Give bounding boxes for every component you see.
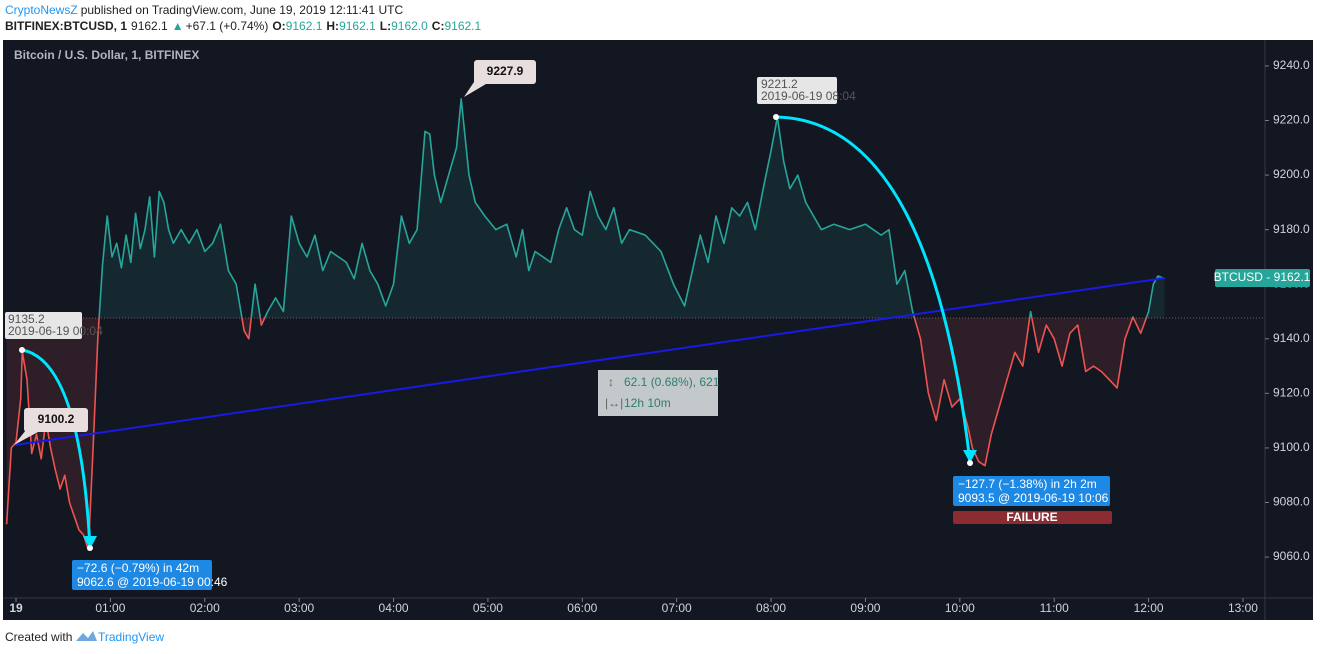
point-dot [967,460,973,466]
up-arrow: ▲ [172,19,184,33]
x-tick-label: 02:00 [190,601,220,615]
change: +67.1 (+0.74%) [186,19,269,33]
range-text: 62.1 (0.68%), 621 [624,375,720,389]
l-label: L: [380,19,391,33]
callout-text: 9100.2 [38,412,75,426]
measure-detail: 9062.6 @ 2019-06-19 00:46 [77,575,228,589]
failure-text: FAILURE [1006,510,1057,524]
symbol: BITFINEX:BTCUSD, 1 [5,19,127,33]
span-icon: |↔| [605,396,623,410]
span-text: 12h 10m [624,396,671,410]
y-tick-label: 9120.0 [1273,386,1310,400]
measure-text: −72.6 (−0.79%) in 42m [77,561,199,575]
price-label-text: BTCUSD - 9162.1 [1214,270,1311,284]
tv-logo [76,631,97,641]
failure-badge [953,511,1112,524]
header-line-2: BITFINEX:BTCUSD, 1 9162.1 ▲ +67.1 (+0.74%) O… [5,19,481,33]
x-tick-label: 04:00 [379,601,409,615]
x-tick-label: 12:00 [1134,601,1164,615]
measure-detail: 9093.5 @ 2019-06-19 10:06 [958,491,1109,505]
y-tick-label: 9180.0 [1273,222,1310,236]
x-tick-label: 19 [9,601,23,615]
measure-box [953,476,1110,506]
price-note-date: 2019-06-19 00:04 [8,324,103,338]
y-tick-label: 9240.0 [1273,58,1310,72]
callout-pointer [14,430,38,445]
callout [24,408,88,432]
x-tick-label: 03:00 [284,601,314,615]
h-value: 9162.1 [339,19,376,33]
price-note-value: 9221.2 [761,77,798,91]
chart-title: Bitcoin / U.S. Dollar, 1, BITFINEX [14,48,199,62]
header-line-1: CryptoNewsZ published on TradingView.com,… [5,3,403,17]
l-value: 9162.0 [391,19,428,33]
callout [474,60,536,84]
drawings: 9227.9 9100.2 9135.2 2019-06-19 00:04 92… [5,60,1311,590]
y-tick-label: 9060.0 [1273,549,1310,563]
arrow-head [83,536,97,549]
author[interactable]: CryptoNewsZ [5,3,78,17]
measure-box [72,560,212,590]
callout-text: 9227.9 [487,64,524,78]
x-tick-label: 06:00 [567,601,597,615]
arrow-head [963,450,977,463]
point-dot [773,114,779,120]
x-tick-label: 13:00 [1228,601,1258,615]
point-dot [87,545,93,551]
y-tick-label: 9220.0 [1273,113,1310,127]
range-box [598,370,718,416]
projection-arc [21,348,92,549]
price-note-value: 9135.2 [8,312,45,326]
x-tick-label: 01:00 [95,601,125,615]
x-tick-label: 07:00 [662,601,692,615]
callout-pointer [464,82,486,97]
published: published on TradingView.com, June 19, 2… [81,3,404,17]
x-tick-label: 05:00 [473,601,503,615]
point-dot [19,347,25,353]
price-label [1215,269,1310,287]
last: 9162.1 [131,19,168,33]
x-tick-label: 09:00 [850,601,880,615]
x-tick-label: 11:00 [1040,601,1069,615]
measure-text: −127.7 (−1.38%) in 2h 2m [958,477,1097,491]
price-line [5,98,1165,551]
range-icon: ↕ [608,375,614,389]
area [6,98,1165,551]
x-tick-label: 08:00 [756,601,786,615]
footer-created: Created with [5,630,72,644]
y-tick-label: 9100.0 [1273,440,1310,454]
o-label: O: [272,19,285,33]
price-note-date: 2019-06-19 08:04 [761,89,856,103]
y-tick-label: 9080.0 [1273,495,1310,509]
y-tick-label: 9140.0 [1273,331,1310,345]
footer-brand[interactable]: TradingView [98,630,164,644]
h-label: H: [326,19,339,33]
trend-line [14,277,1166,446]
o-value: 9162.1 [286,19,323,33]
y-tick-label: 9200.0 [1273,167,1310,181]
price-note [5,312,82,339]
price-note [757,77,837,104]
c-value: 9162.1 [444,19,481,33]
projection-arc [775,115,972,463]
x-tick-label: 10:00 [945,601,975,615]
c-label: C: [432,19,445,33]
